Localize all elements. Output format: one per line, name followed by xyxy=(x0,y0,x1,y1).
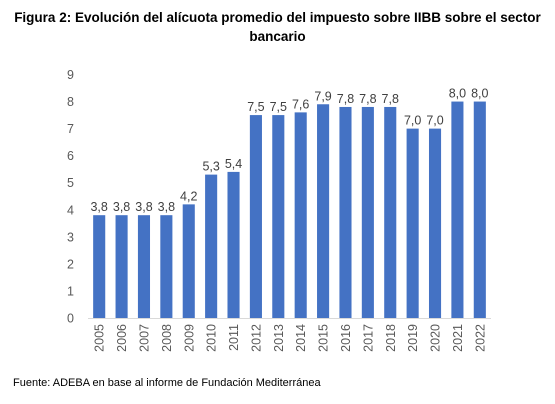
bar xyxy=(406,128,419,318)
x-tick-label: 2013 xyxy=(272,324,286,352)
bar-value-label: 7,6 xyxy=(292,97,309,111)
bar xyxy=(182,204,195,318)
x-tick-label: 2019 xyxy=(406,324,420,352)
bar-value-label: 5,3 xyxy=(202,160,219,174)
bar xyxy=(317,104,330,318)
x-axis-ticks: 2005 2006 2007 2008 2009 2010 2011 2012 2013 2014… xyxy=(93,324,488,352)
bar-value-label: 5,4 xyxy=(225,157,242,171)
x-tick-label: 2015 xyxy=(317,324,331,352)
x-tick-label: 2016 xyxy=(339,324,353,352)
bar-value-label: 7,5 xyxy=(247,100,264,114)
bar-value-label: 7,8 xyxy=(382,92,399,106)
y-tick-label: 0 xyxy=(67,312,74,326)
bar-value-label: 8,0 xyxy=(449,87,466,101)
x-tick-label: 2022 xyxy=(473,324,487,352)
bar-value-label: 3,8 xyxy=(113,200,130,214)
bar-value-label: 7,0 xyxy=(426,114,443,128)
bar-value-label: 7,5 xyxy=(270,100,287,114)
bar xyxy=(93,215,106,318)
bar-value-label: 8,0 xyxy=(471,87,488,101)
x-tick-label: 2020 xyxy=(429,324,443,352)
y-tick-label: 4 xyxy=(67,203,74,217)
bar-value-label: 7,8 xyxy=(359,92,376,106)
bar-value-label: 7,0 xyxy=(404,114,421,128)
bars xyxy=(93,101,486,318)
bar-value-label: 4,2 xyxy=(180,189,197,203)
bar xyxy=(339,106,352,318)
bar xyxy=(272,115,285,318)
y-tick-label: 7 xyxy=(67,122,74,136)
bar-value-label: 7,8 xyxy=(337,92,354,106)
y-axis-ticks: 0 1 2 3 4 5 6 7 8 9 xyxy=(67,68,74,326)
y-tick-label: 5 xyxy=(67,176,74,190)
x-tick-label: 2010 xyxy=(205,324,219,352)
bar xyxy=(384,106,397,318)
x-tick-label: 2017 xyxy=(361,324,375,352)
x-tick-label: 2009 xyxy=(182,324,196,352)
y-tick-label: 8 xyxy=(67,95,74,109)
bar-value-label: 3,8 xyxy=(158,200,175,214)
bar xyxy=(294,112,307,318)
y-tick-label: 1 xyxy=(67,284,74,298)
figure-title-line-2: bancario xyxy=(249,29,306,44)
bar xyxy=(227,171,240,318)
y-tick-label: 2 xyxy=(67,257,74,271)
x-tick-label: 2011 xyxy=(227,324,241,351)
x-tick-label: 2012 xyxy=(249,324,263,352)
x-tick-label: 2008 xyxy=(160,324,174,352)
bar xyxy=(473,101,486,318)
bar xyxy=(205,174,218,318)
bar xyxy=(137,215,151,318)
bar-value-label: 3,8 xyxy=(90,200,107,214)
bar-value-label: 7,9 xyxy=(314,89,331,103)
bar-value-label: 3,8 xyxy=(135,200,152,214)
figure-title-line-1: Figura 2: Evolución del alícuota promedi… xyxy=(14,10,541,25)
x-tick-label: 2005 xyxy=(93,324,107,352)
data-labels: 3,8 3,8 3,8 3,8 4,2 5,3 5,4 7,5 7,5 7,6 7,9 7,8 7,8 7… xyxy=(90,87,488,215)
bar xyxy=(451,101,464,318)
y-tick-label: 3 xyxy=(67,230,74,244)
figure-title: Figura 2: Evolución del alícuota promedi… xyxy=(0,8,555,46)
bar xyxy=(428,128,442,318)
x-tick-label: 2021 xyxy=(451,324,465,352)
source-note: Fuente: ADEBA en base al informe de Fund… xyxy=(13,377,321,389)
bar xyxy=(361,106,374,318)
bar xyxy=(160,215,173,318)
bar xyxy=(115,215,128,318)
y-tick-label: 9 xyxy=(67,68,74,82)
x-tick-label: 2014 xyxy=(294,324,308,352)
x-tick-label: 2007 xyxy=(137,324,151,352)
bar xyxy=(249,115,262,318)
x-tick-label: 2006 xyxy=(115,324,129,352)
y-tick-label: 6 xyxy=(67,149,74,163)
x-tick-label: 2018 xyxy=(384,324,398,352)
